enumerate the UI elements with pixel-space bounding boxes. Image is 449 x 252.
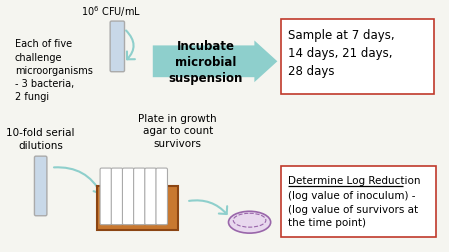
Text: 10-fold serial
dilutions: 10-fold serial dilutions [6,128,75,150]
FancyArrowPatch shape [126,31,135,60]
FancyBboxPatch shape [35,156,47,216]
Text: Each of five
challenge
microorganisms
- 3 bacteria,
2 fungi: Each of five challenge microorganisms - … [15,39,92,102]
FancyBboxPatch shape [281,166,436,237]
Text: Incubate
microbial
suspension: Incubate microbial suspension [168,40,242,84]
Ellipse shape [229,211,271,233]
FancyBboxPatch shape [100,168,112,225]
FancyBboxPatch shape [156,168,167,225]
FancyBboxPatch shape [111,168,123,225]
FancyArrow shape [153,41,277,83]
FancyBboxPatch shape [281,19,434,95]
Text: $10^6$ CFU/mL: $10^6$ CFU/mL [81,4,141,18]
Text: Plate in growth
agar to count
survivors: Plate in growth agar to count survivors [138,113,217,148]
FancyArrowPatch shape [189,201,227,214]
FancyBboxPatch shape [97,187,178,230]
FancyBboxPatch shape [110,22,124,72]
FancyArrowPatch shape [54,168,103,194]
Text: Determine Log Reduction: Determine Log Reduction [288,175,420,185]
FancyBboxPatch shape [134,168,145,225]
FancyBboxPatch shape [123,168,134,225]
FancyBboxPatch shape [145,168,156,225]
Text: Sample at 7 days,
14 days, 21 days,
28 days: Sample at 7 days, 14 days, 21 days, 28 d… [288,28,395,77]
Text: (log value of inoculum) -
(log value of survivors at
the time point): (log value of inoculum) - (log value of … [288,191,418,227]
